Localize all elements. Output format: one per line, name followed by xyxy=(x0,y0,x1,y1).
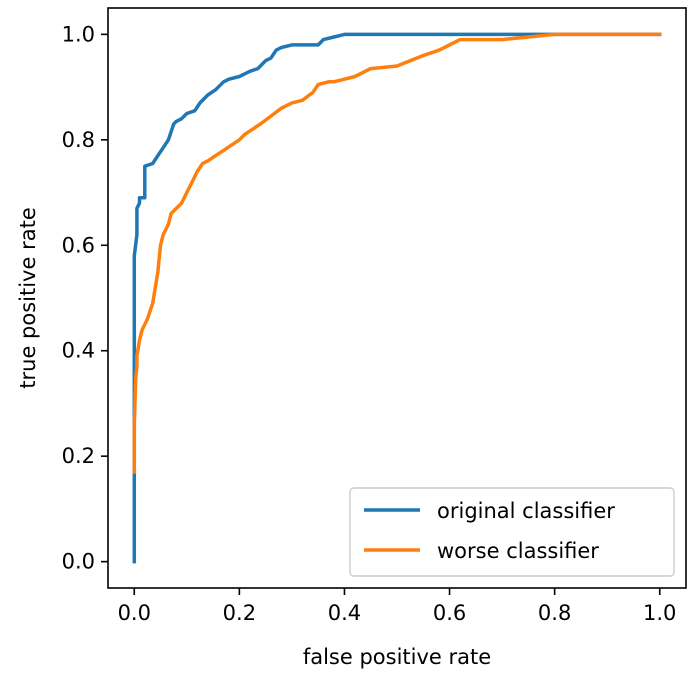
x-tick-label: 0.2 xyxy=(223,601,256,625)
legend-label-worse-classifier: worse classifier xyxy=(437,539,599,563)
plot-area xyxy=(132,32,662,564)
x-axis-ticks: 0.0 0.2 0.4 0.6 0.8 1.0 xyxy=(118,588,676,625)
y-tick-label: 1.0 xyxy=(62,22,95,46)
legend-label-original-classifier: original classifier xyxy=(437,499,615,523)
axes-frame xyxy=(107,7,687,589)
y-tick-label: 0.4 xyxy=(62,339,95,363)
x-tick-label: 1.0 xyxy=(643,601,676,625)
y-tick-label: 0.0 xyxy=(62,550,95,574)
x-tick-label: 0.0 xyxy=(118,601,151,625)
series-line-original-classifier xyxy=(132,32,662,564)
y-axis-ticks: 0.0 0.2 0.4 0.6 0.8 1.0 xyxy=(62,22,108,574)
y-tick-label: 0.6 xyxy=(62,233,95,257)
x-axis-label: false positive rate xyxy=(303,645,491,669)
y-axis-label: true positive rate xyxy=(16,207,40,388)
legend-box xyxy=(349,487,675,577)
x-tick-label: 0.6 xyxy=(433,601,466,625)
x-tick-label: 0.4 xyxy=(328,601,361,625)
series-line-worse-classifier xyxy=(132,32,662,474)
y-tick-label: 0.2 xyxy=(62,444,95,468)
legend: original classifier worse classifier xyxy=(349,487,675,577)
y-tick-label: 0.8 xyxy=(62,128,95,152)
x-tick-label: 0.8 xyxy=(538,601,571,625)
